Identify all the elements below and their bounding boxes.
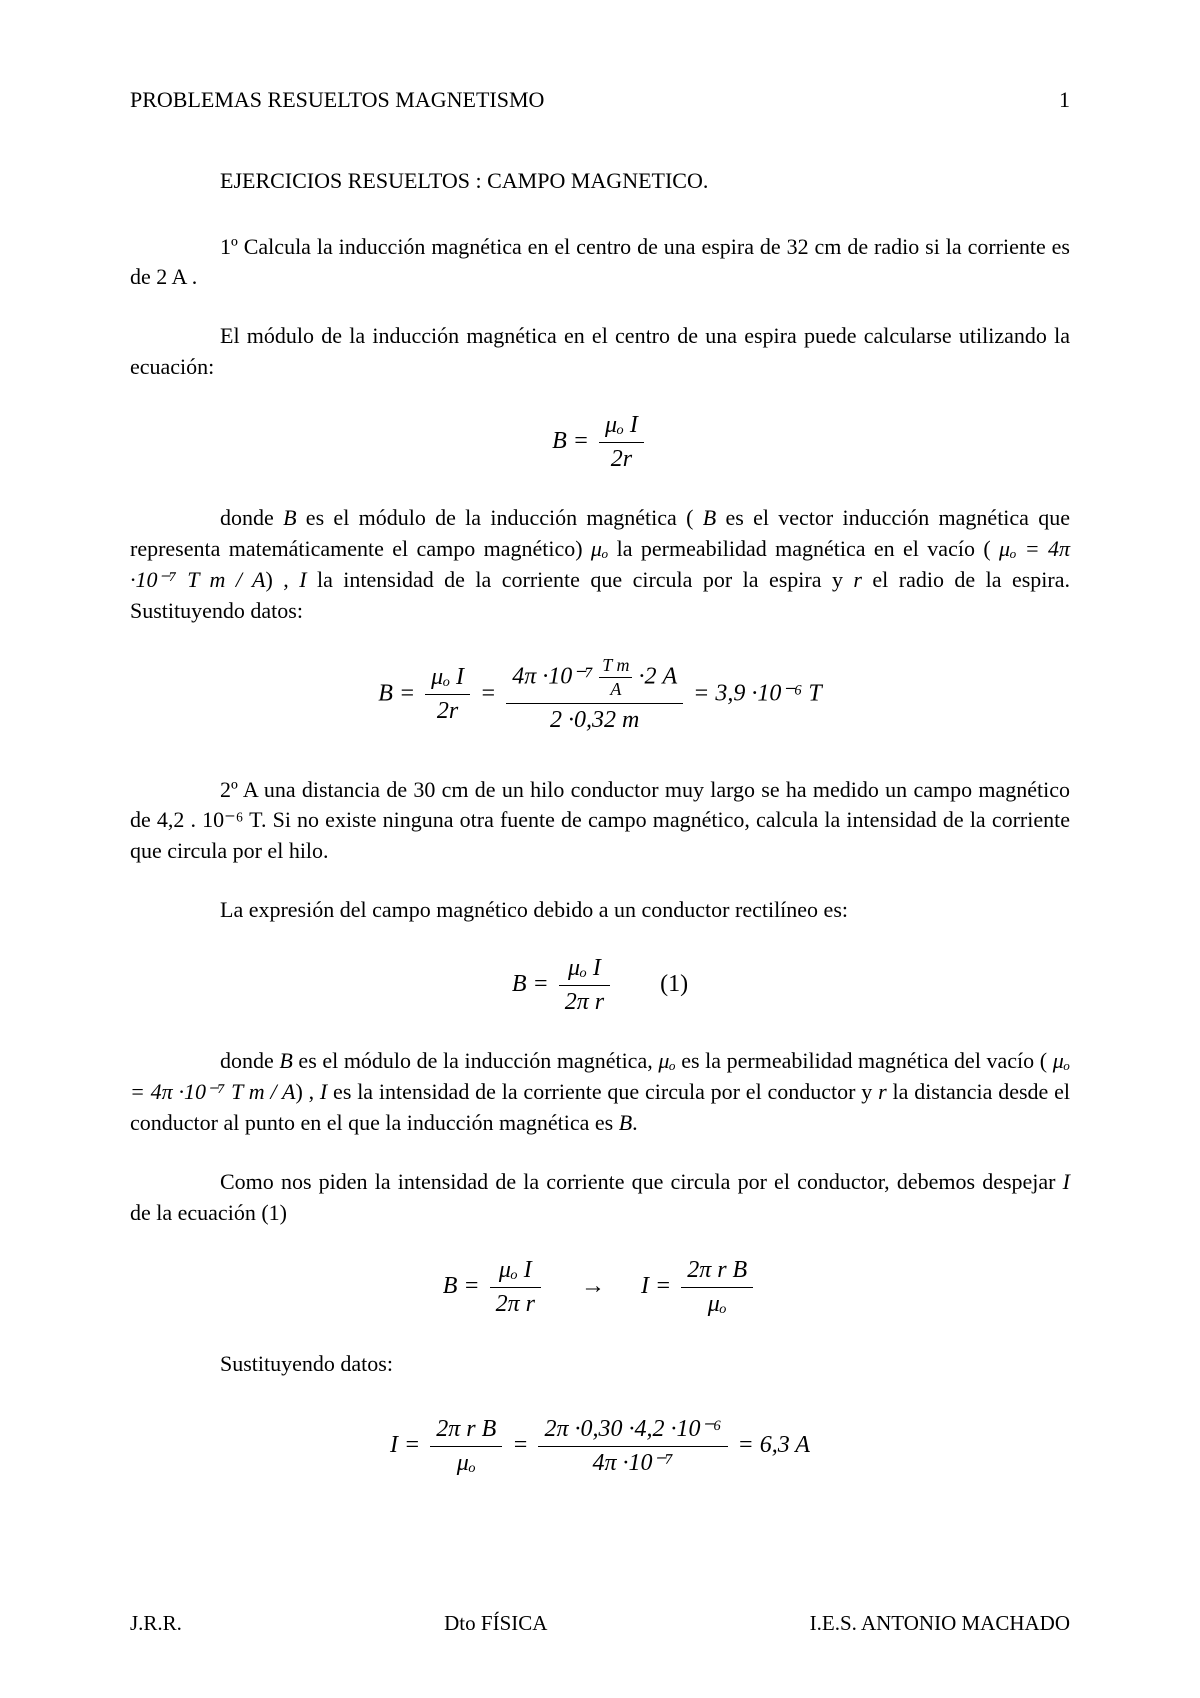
eq1-den: 2r — [599, 443, 644, 474]
eq5-frac2: 2π ·0,30 ·4,2 ·10⁻⁶ 4π ·10⁻⁷ — [538, 1415, 727, 1478]
var-B: B — [283, 505, 296, 530]
problem-1-explanation: donde B es el módulo de la inducción mag… — [130, 503, 1070, 626]
eq2-f1-num: μₒ I — [425, 663, 470, 695]
var-r: r — [878, 1079, 887, 1104]
problem-2-solve: Como nos piden la intensidad de la corri… — [130, 1167, 1070, 1229]
eq5-equals: = — [512, 1432, 534, 1458]
text: ) , — [295, 1079, 319, 1104]
eq3-lhs: B = — [512, 971, 549, 997]
inner-num: T m — [599, 655, 632, 679]
var-B: B — [619, 1110, 632, 1135]
eq1-fraction: μₒ I 2r — [599, 411, 644, 474]
eq4-f1-num: μₒ I — [490, 1256, 541, 1288]
eq4-frac2: 2π r B μₒ — [681, 1256, 753, 1319]
page-number: 1 — [1059, 85, 1070, 116]
footer-left: J.R.R. — [130, 1609, 182, 1638]
eq4-lhs2: I = — [641, 1273, 671, 1299]
eq4-f1-den: 2π r — [490, 1288, 541, 1319]
equation-5: I = 2π r B μₒ = 2π ·0,30 ·4,2 ·10⁻⁶ 4π ·… — [130, 1415, 1070, 1478]
eq4-lhs1: B = — [443, 1273, 480, 1299]
problem-2-intro: La expresión del campo magnético debido … — [130, 895, 1070, 926]
problem-2-explanation: donde B es el módulo de la inducción mag… — [130, 1046, 1070, 1138]
eq5-f2-den: 4π ·10⁻⁷ — [538, 1447, 727, 1478]
eq3-fraction: μₒ I 2π r — [559, 954, 610, 1017]
inner-frac: T mA — [599, 655, 632, 701]
eq4-frac1: μₒ I 2π r — [490, 1256, 541, 1319]
var-mu: μₒ — [658, 1048, 675, 1073]
text: 4π ·10⁻⁷ — [512, 663, 599, 689]
text: Como nos piden la intensidad de la corri… — [220, 1169, 1063, 1194]
var-B-vector: B — [703, 505, 716, 530]
text: es el módulo de la inducción magnética ( — [297, 505, 703, 530]
text: es la permeabilidad magnética del vacío … — [676, 1048, 1053, 1073]
text: ) , — [265, 567, 299, 592]
eq3-label: (1) — [660, 971, 688, 997]
var-mu: μₒ — [591, 536, 608, 561]
eq2-f1-den: 2r — [425, 695, 470, 726]
equation-3: B = μₒ I 2π r (1) — [130, 954, 1070, 1017]
eq2-lhs: B = — [378, 680, 415, 706]
text: ·2 A — [632, 663, 677, 689]
section-title: EJERCICIOS RESUELTOS : CAMPO MAGNETICO. — [220, 166, 1070, 197]
eq2-f2-den: 2 ·0,32 m — [506, 704, 683, 735]
equation-1: B = μₒ I 2r — [130, 411, 1070, 474]
page-header: PROBLEMAS RESUELTOS MAGNETISMO 1 — [130, 85, 1070, 116]
eq2-equals: = — [480, 680, 502, 706]
eq3-den: 2π r — [559, 986, 610, 1017]
text: la permeabilidad magnética en el vacío ( — [608, 536, 999, 561]
eq5-frac1: 2π r B μₒ — [430, 1415, 502, 1478]
var-B: B — [279, 1048, 292, 1073]
equation-2: B = μₒ I 2r = 4π ·10⁻⁷ T mA ·2 A 2 ·0,32… — [130, 655, 1070, 735]
eq2-result: = 3,9 ·10⁻⁶ T — [693, 680, 822, 706]
eq2-frac2: 4π ·10⁻⁷ T mA ·2 A 2 ·0,32 m — [506, 655, 683, 735]
eq5-lhs: I = — [390, 1432, 420, 1458]
footer-center: Dto FÍSICA — [444, 1609, 547, 1638]
header-title: PROBLEMAS RESUELTOS MAGNETISMO — [130, 85, 544, 116]
eq1-lhs: B = — [552, 428, 589, 454]
problem-1-intro: El módulo de la inducción magnética en e… — [130, 321, 1070, 383]
inner-den: A — [599, 678, 632, 701]
var-I: I — [1063, 1169, 1070, 1194]
eq1-num: μₒ I — [599, 411, 644, 443]
text: . — [632, 1110, 638, 1135]
eq5-f1-den: μₒ — [430, 1447, 502, 1478]
text: es la intensidad de la corriente que cir… — [327, 1079, 878, 1104]
var-r: r — [853, 567, 862, 592]
eq5-result: = 6,3 A — [738, 1432, 810, 1458]
eq3-num: μₒ I — [559, 954, 610, 986]
var-I: I — [299, 567, 306, 592]
text: de la ecuación (1) — [130, 1200, 287, 1225]
arrow-icon: → — [581, 1273, 605, 1299]
eq4-f2-num: 2π r B — [681, 1256, 753, 1288]
eq5-f1-num: 2π r B — [430, 1415, 502, 1447]
eq2-f2-num: 4π ·10⁻⁷ T mA ·2 A — [506, 655, 683, 704]
text: la intensidad de la corriente que circul… — [307, 567, 854, 592]
text: donde — [220, 1048, 279, 1073]
problem-2-statement: 2º A una distancia de 30 cm de un hilo c… — [130, 775, 1070, 867]
page-footer: J.R.R. Dto FÍSICA I.E.S. ANTONIO MACHADO — [130, 1609, 1070, 1638]
footer-right: I.E.S. ANTONIO MACHADO — [810, 1609, 1070, 1638]
eq5-f2-num: 2π ·0,30 ·4,2 ·10⁻⁶ — [538, 1415, 727, 1447]
eq2-frac1: μₒ I 2r — [425, 663, 470, 726]
text: es el módulo de la inducción magnética, — [293, 1048, 658, 1073]
substitute-text: Sustituyendo datos: — [130, 1349, 1070, 1380]
problem-1-statement: 1º Calcula la inducción magnética en el … — [130, 232, 1070, 294]
equation-4: B = μₒ I 2π r → I = 2π r B μₒ — [130, 1256, 1070, 1319]
text: donde — [220, 505, 283, 530]
eq4-f2-den: μₒ — [681, 1288, 753, 1319]
